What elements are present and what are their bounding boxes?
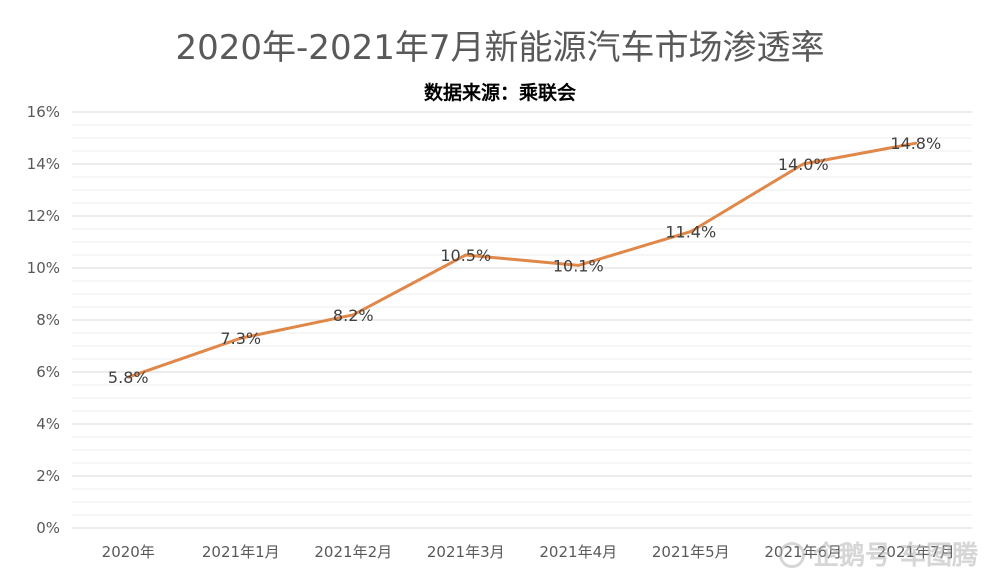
x-tick-label: 2021年1月	[202, 543, 280, 561]
chart-subtitle: 数据来源：乘联会	[423, 82, 576, 104]
watermark: 企鹅号 车图腾	[778, 535, 978, 572]
data-label: 7.3%	[220, 329, 261, 348]
data-label: 10.5%	[440, 246, 491, 265]
x-tick-label: 2021年3月	[427, 543, 505, 561]
y-tick-label: 12%	[27, 207, 60, 225]
x-tick-label: 2021年4月	[539, 543, 617, 561]
x-axis: 2020年 2021年1月 2021年2月 2021年3月 2021年4月 2021年5月…	[102, 543, 955, 561]
y-tick-label: 4%	[36, 415, 60, 433]
series-polyline	[126, 141, 918, 379]
y-tick-label: 0%	[36, 519, 60, 537]
data-label: 10.1%	[553, 256, 604, 275]
y-tick-label: 8%	[36, 311, 60, 329]
series-line	[126, 141, 918, 379]
chart-title: 2020年-2021年7月新能源汽车市场渗透率	[175, 28, 825, 68]
x-tick-label: 2021年5月	[652, 543, 730, 561]
y-tick-label: 10%	[27, 259, 60, 277]
x-tick-label: 2021年7月	[877, 543, 955, 561]
y-axis: 0% 2% 4% 6% 8% 10% 12% 14% 16%	[27, 103, 60, 537]
data-label: 8.2%	[333, 306, 374, 325]
data-labels: 5.8% 7.3% 8.2% 10.5% 10.1% 11.4% 14.0% 14.8%	[108, 134, 941, 387]
y-tick-label: 14%	[27, 155, 60, 173]
x-tick-label: 2020年	[102, 543, 155, 561]
y-tick-label: 2%	[36, 467, 60, 485]
data-label: 14.8%	[890, 134, 941, 153]
gridlines	[72, 111, 972, 529]
penguin-icon	[778, 542, 805, 568]
data-label: 11.4%	[665, 223, 716, 242]
watermark-text: 企鹅号 车图腾	[812, 541, 978, 571]
y-tick-label: 16%	[27, 103, 60, 121]
data-label: 5.8%	[108, 368, 149, 387]
data-label: 14.0%	[778, 155, 829, 174]
y-tick-label: 6%	[36, 363, 60, 381]
x-tick-label: 2021年2月	[314, 543, 392, 561]
